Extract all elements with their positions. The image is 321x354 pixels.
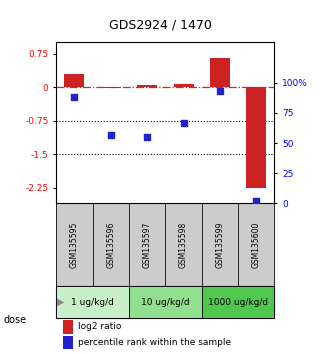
Bar — [92, 203, 129, 286]
Bar — [129, 203, 165, 286]
Bar — [165, 203, 202, 286]
Bar — [202, 286, 274, 318]
Bar — [63, 336, 73, 349]
Bar — [56, 203, 92, 286]
Bar — [202, 203, 238, 286]
Text: GSM135595: GSM135595 — [70, 222, 79, 268]
Bar — [64, 74, 84, 87]
Point — [254, 198, 259, 204]
Text: 1000 ug/kg/d: 1000 ug/kg/d — [208, 298, 268, 307]
Text: GSM135599: GSM135599 — [215, 222, 224, 268]
Bar — [137, 85, 157, 87]
Text: GSM135596: GSM135596 — [106, 222, 115, 268]
Text: GDS2924 / 1470: GDS2924 / 1470 — [109, 19, 212, 32]
Bar — [56, 286, 129, 318]
Text: log2 ratio: log2 ratio — [78, 322, 121, 331]
Text: 10 ug/kg/d: 10 ug/kg/d — [141, 298, 190, 307]
Bar — [129, 286, 202, 318]
Bar — [246, 87, 266, 188]
Point — [181, 120, 186, 125]
Bar — [173, 84, 194, 87]
Text: 1 ug/kg/d: 1 ug/kg/d — [71, 298, 114, 307]
Point — [217, 88, 222, 94]
Text: dose: dose — [3, 315, 26, 325]
Bar — [63, 320, 73, 334]
Bar — [238, 203, 274, 286]
Text: GSM135598: GSM135598 — [179, 222, 188, 268]
Point — [108, 132, 113, 137]
Text: GSM135600: GSM135600 — [252, 222, 261, 268]
Text: GSM135597: GSM135597 — [143, 222, 152, 268]
Text: percentile rank within the sample: percentile rank within the sample — [78, 338, 231, 347]
Text: ▶: ▶ — [57, 297, 65, 307]
Point — [144, 134, 150, 140]
Bar — [210, 58, 230, 87]
Point — [72, 95, 77, 100]
Bar — [101, 87, 121, 88]
